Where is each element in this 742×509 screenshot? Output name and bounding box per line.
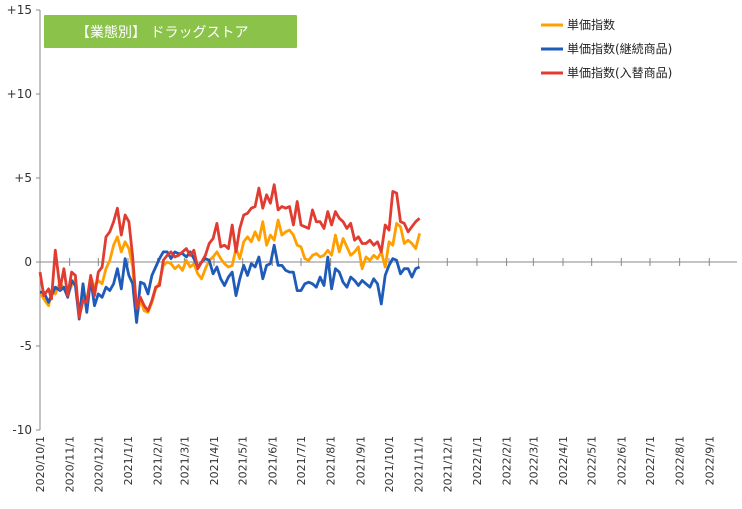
x-tick-label: 2020/12/1 (92, 436, 105, 492)
x-tick-label: 2022/7/1 (644, 436, 657, 485)
x-tick-label: 2021/11/1 (413, 436, 426, 492)
legend-label: 単価指数(継続商品) (567, 41, 672, 56)
x-tick-label: 2021/12/1 (441, 436, 454, 492)
x-tick-label: 2021/1/1 (122, 436, 135, 485)
x-tick-label: 2022/9/1 (703, 436, 716, 485)
plot-area: +15 +10 +5 0 -5 -10 2020/10/1 2020/11/1 2020/12… (7, 3, 737, 492)
x-tick-label: 2021/4/1 (208, 436, 221, 485)
x-tick-label: 2021/5/1 (237, 436, 250, 485)
x-tick-label: 2021/6/1 (266, 436, 279, 485)
y-tick-label: -5 (20, 339, 32, 353)
chart-title-background (44, 15, 297, 48)
x-tick-label: 2022/2/1 (501, 436, 514, 485)
x-tick-label: 2022/3/1 (527, 436, 540, 485)
x-tick-label: 2021/8/1 (325, 436, 338, 485)
legend-label: 単価指数(入替商品) (567, 65, 672, 80)
x-tick-label: 2020/11/1 (64, 436, 77, 492)
x-tick-label: 2022/1/1 (471, 436, 484, 485)
x-tick-label: 2022/8/1 (674, 436, 687, 485)
series-line-3 (38, 183, 421, 319)
y-tick-label: +5 (14, 171, 32, 185)
x-tick-label: 2021/3/1 (178, 436, 191, 485)
x-tick-label: 2021/7/1 (295, 436, 308, 485)
chart-title: 【業態別】 ドラッグストア (44, 15, 297, 48)
x-tick-label: 2022/5/1 (586, 436, 599, 485)
x-tick-label: 2021/9/1 (354, 436, 367, 485)
y-tick-label: 0 (24, 255, 32, 269)
y-tick-label: -10 (12, 423, 32, 437)
series-line-1 (38, 218, 421, 321)
chart-title-text: 【業態別】 ドラッグストア (76, 25, 248, 41)
x-tick-label: 2020/10/1 (34, 436, 47, 492)
x-tick-label: 2022/6/1 (615, 436, 628, 485)
x-tick-labels: 2020/10/1 2020/11/1 2020/12/1 2021/1/1 2021/… (34, 258, 716, 492)
series-line-2 (40, 243, 421, 324)
x-tick-label: 2022/4/1 (557, 436, 570, 485)
y-tick-label: +15 (7, 3, 32, 17)
y-tick-labels: +15 +10 +5 0 -5 -10 (7, 3, 40, 437)
x-tick-label: 2021/2/1 (152, 436, 165, 485)
legend-label: 単価指数 (567, 17, 615, 32)
y-tick-label: +10 (7, 87, 32, 101)
series-lines (38, 183, 421, 324)
x-tick-label: 2021/10/1 (383, 436, 396, 492)
